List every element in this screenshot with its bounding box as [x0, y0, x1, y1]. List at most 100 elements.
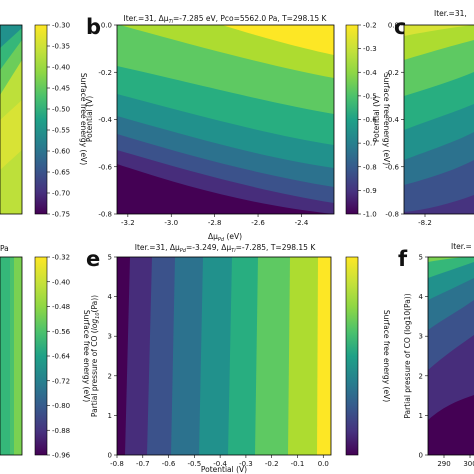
- panel-f-y-tick-label: 2: [419, 372, 423, 380]
- panel-e-y-label: Partial pressure of CO (log10(Pa)): [90, 295, 101, 417]
- panel-e-y-ticks: 5 4 3 2 1 0: [108, 254, 117, 460]
- panel-e-x-tick-label: -0.6: [162, 460, 176, 468]
- panel-f-x-tick-label: 290: [437, 460, 450, 468]
- panel-b: b Iter.=31, ΔμTi=-7.285 eV, Pco=5562.0 P…: [85, 14, 391, 243]
- panel-a-colorbar-tick-label: -0.45: [52, 85, 70, 93]
- panel-b-colorbar-tick-label: -0.7: [363, 140, 377, 148]
- panel-c-y-tick-label: -0.6: [385, 163, 399, 171]
- panel-a-colorbar-tick-label: -0.55: [52, 127, 70, 135]
- panel-c-y-tick-label: -0.4: [385, 116, 399, 124]
- panel-e-x-tick-label: -0.7: [136, 460, 150, 468]
- panel-a-colorbar-tick-label: -0.30: [52, 22, 70, 30]
- panel-c-y-tick-label: -0.8: [385, 211, 399, 219]
- panel-b-x-tick-label: -3.0: [164, 219, 178, 227]
- panel-b-title: Iter.=31, ΔμTi=-7.285 eV, Pco=5562.0 Pa,…: [124, 14, 328, 25]
- panel-f-heatmap: [428, 257, 474, 455]
- panel-b-colorbar-tick-label: -0.2: [363, 22, 377, 30]
- panel-a-colorbar-tick-label: -0.40: [52, 64, 70, 72]
- panel-a-colorbar-tick-label: -0.50: [52, 106, 70, 114]
- panel-b-x-tick-label: -2.4: [295, 219, 309, 227]
- panel-e-x-tick-label: -0.3: [239, 460, 253, 468]
- panel-b-label: b: [86, 15, 101, 39]
- panel-b-colorbar-tick-label: -0.6: [363, 116, 377, 124]
- panel-c-y-tick-label: 0.0: [388, 22, 399, 30]
- panel-f: f Iter.= 5 4 3 2 1 0 290 300 Partial pressure …: [398, 242, 474, 468]
- panel-e-y-tick-label: 3: [108, 333, 112, 341]
- panel-f-title: Iter.=: [451, 242, 472, 251]
- panel-d-title: Pa: [0, 244, 9, 253]
- panel-b-x-tick-label: -2.6: [251, 219, 265, 227]
- panel-b-colorbar-tick-label: -1.0: [363, 211, 377, 219]
- panel-d-colorbar-tick-label: -0.56: [52, 328, 71, 336]
- panel-d-colorbar-tick-label: -0.88: [52, 427, 70, 435]
- panel-f-y-ticks: 5 4 3 2 1 0: [419, 254, 428, 460]
- panel-e-heatmap: [117, 257, 331, 455]
- panel-c: c Iter.=31, 0.0 -0.2 -0.4 -0.6 -0.8 -8.2 Pot…: [372, 9, 474, 227]
- panel-b-colorbar-tick-label: -0.8: [363, 163, 377, 171]
- panel-a-colorbar-tick-label: -0.65: [52, 169, 70, 177]
- panel-d-colorbar-tick-label: -0.40: [52, 278, 70, 286]
- panel-f-y-tick-label: 5: [419, 254, 423, 262]
- panel-b-colorbar-label: Surface free energy (eV): [382, 73, 391, 165]
- panel-d-colorbar-tick-label: -0.48: [52, 303, 70, 311]
- panel-a-colorbar-tick-label: -0.70: [52, 190, 70, 198]
- panel-b-y-label: Potential (V): [85, 96, 94, 142]
- panel-e-x-tick-label: -0.1: [291, 460, 305, 468]
- panel-e-x-tick-label: -0.8: [110, 460, 124, 468]
- panel-f-x-ticks: 290 300: [437, 455, 474, 468]
- panel-b-y-tick-label: -0.6: [98, 163, 112, 171]
- panel-c-y-tick-label: -0.2: [385, 69, 399, 77]
- panel-e-x-tick-label: -0.2: [265, 460, 279, 468]
- panel-b-y-tick-label: -0.8: [98, 211, 112, 219]
- panel-b-y-ticks: 0.0 -0.2 -0.4 -0.6 -0.8: [98, 22, 117, 219]
- panel-b-x-label: ΔμPd (eV): [208, 232, 242, 243]
- panel-b-x-ticks: -3.2 -3.0 -2.8 -2.6 -2.4: [121, 214, 309, 227]
- panel-f-x-tick-label: 300: [463, 460, 474, 468]
- panel-a-colorbar-label: Surface free energy (eV): [79, 73, 88, 165]
- panel-b-colorbar-tick-label: -0.4: [363, 69, 377, 77]
- panel-f-y-label: Partial pressure of CO (log10(Pa)): [403, 293, 412, 418]
- panel-b-heatmap: [117, 25, 334, 214]
- panel-c-title: Iter.=31,: [434, 9, 467, 18]
- panel-a-heatmap: [0, 25, 22, 214]
- panel-b-colorbar-tick-label: -0.3: [363, 45, 377, 53]
- panel-f-y-tick-label: 0: [419, 452, 423, 460]
- panel-c-y-label: Potential (V): [372, 96, 381, 142]
- panel-d-colorbar-tick-label: -0.72: [52, 377, 70, 385]
- panel-e-y-tick-label: 2: [108, 372, 112, 380]
- panel-e-label: e: [86, 247, 100, 271]
- panel-b-y-tick-label: 0.0: [101, 22, 112, 30]
- panel-f-y-tick-label: 3: [419, 333, 423, 341]
- panel-d-colorbar-tick-label: -0.80: [52, 402, 70, 410]
- panel-e-x-tick-label: -0.4: [213, 460, 227, 468]
- panel-d-heatmap: [0, 257, 22, 455]
- panel-c-x-ticks: -8.2: [418, 214, 432, 227]
- panel-c-y-ticks: 0.0 -0.2 -0.4 -0.6 -0.8: [385, 22, 404, 219]
- panel-a: -0.30 -0.35 -0.40 -0.45 -0.50 -0.55 -0.60 -0.65…: [0, 22, 88, 219]
- panel-e-colorbar-label: Surface free energy (eV): [382, 310, 391, 402]
- panel-e-y-tick-label: 0: [108, 452, 112, 460]
- panel-e-y-tick-label: 5: [108, 254, 112, 262]
- panel-e-x-ticks: -0.8 -0.7 -0.6 -0.5 -0.4 -0.3 -0.2 -0.1 0.0: [110, 455, 329, 468]
- panel-d: Pa -0.32-0.40-0.48-0.56-0.64-0.72-0.80-0…: [0, 244, 91, 460]
- panel-b-colorbar: -0.2 -0.3 -0.4 -0.5 -0.6 -0.7 -0.8 -0.9 -1.0 Sur…: [345, 22, 391, 219]
- panel-f-y-tick-label: 1: [419, 412, 423, 420]
- panel-f-label: f: [398, 247, 408, 271]
- panel-e-title: Iter.=31, ΔμPd=-3.249, ΔμTi=-7.285, T=29…: [135, 243, 317, 254]
- panel-e-x-label: Potential (V): [201, 465, 247, 474]
- panel-a-colorbar: -0.30 -0.35 -0.40 -0.45 -0.50 -0.55 -0.60 -0.65…: [34, 22, 88, 219]
- panel-c-label: c: [394, 15, 406, 39]
- panel-c-x-tick-label: -8.2: [418, 219, 432, 227]
- panel-a-colorbar-tick-label: -0.75: [52, 211, 70, 219]
- panel-b-y-tick-label: -0.4: [98, 116, 112, 124]
- panel-d-colorbar-label: Surface free energy (eV): [82, 310, 91, 402]
- panel-e: e Iter.=31, ΔμPd=-3.249, ΔμTi=-7.285, T=…: [86, 243, 391, 474]
- panel-e-y-tick-label: 4: [108, 293, 113, 301]
- panel-d-colorbar-tick-label: -0.64: [52, 353, 71, 361]
- panel-c-heatmap: [404, 25, 474, 214]
- panel-b-y-tick-label: -0.2: [98, 69, 112, 77]
- panel-b-colorbar-tick-label: -0.9: [363, 187, 377, 195]
- panel-e-x-tick-label: 0.0: [318, 460, 329, 468]
- panel-e-x-tick-label: -0.5: [188, 460, 202, 468]
